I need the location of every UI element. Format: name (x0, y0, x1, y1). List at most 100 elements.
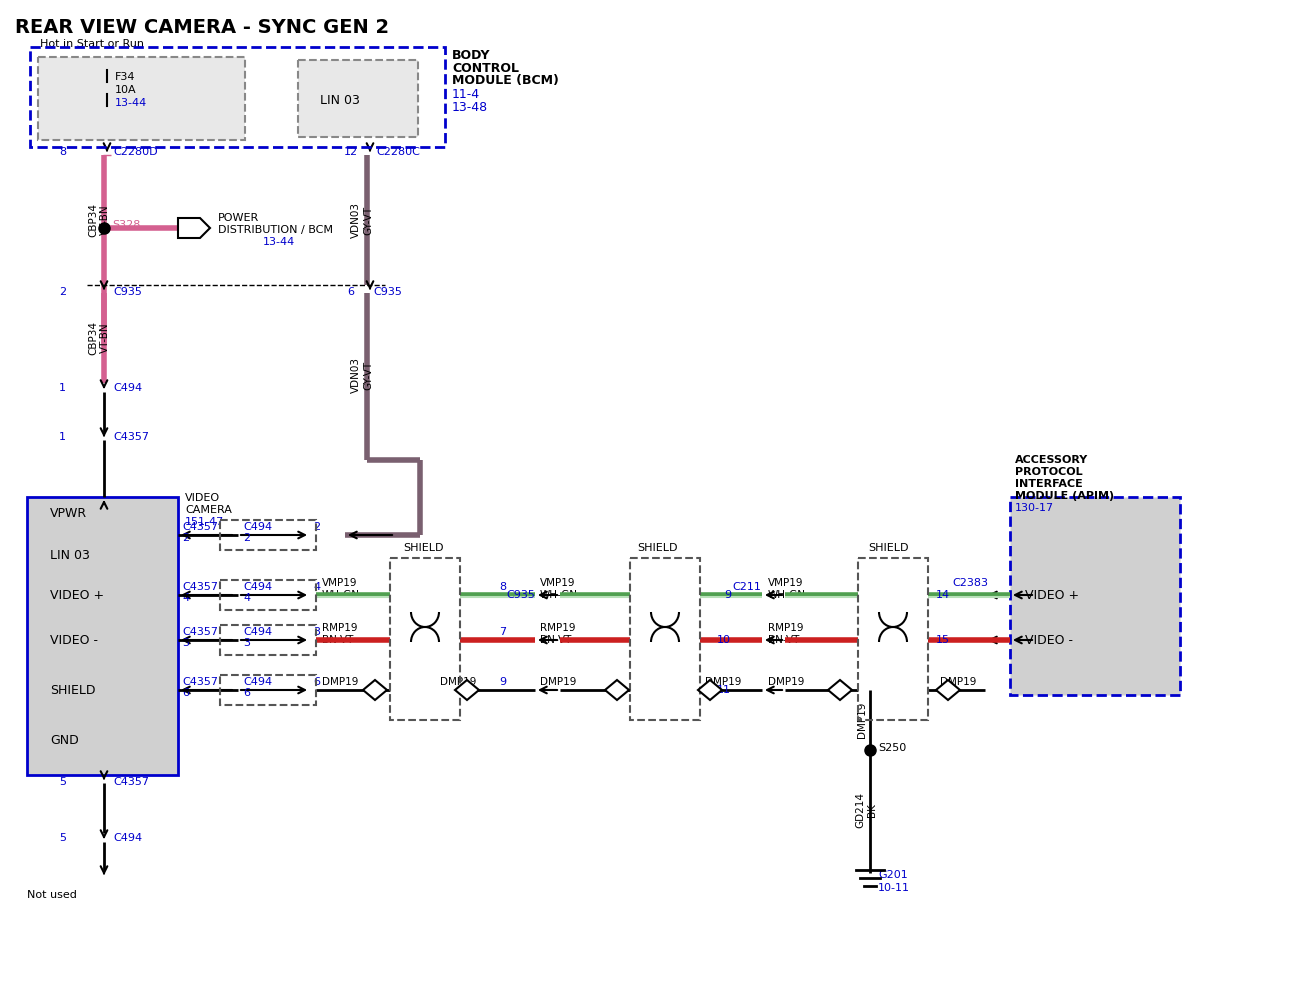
Text: BN-VT: BN-VT (769, 635, 799, 645)
Text: GY-VT: GY-VT (363, 205, 372, 234)
Text: INTERFACE: INTERFACE (1015, 479, 1083, 489)
Text: VIDEO: VIDEO (186, 493, 220, 502)
Polygon shape (828, 680, 851, 700)
Text: F34: F34 (114, 72, 136, 82)
Bar (220, 580, 316, 610)
Text: 4: 4 (313, 582, 320, 592)
Text: REAR VIEW CAMERA - SYNC GEN 2: REAR VIEW CAMERA - SYNC GEN 2 (14, 18, 390, 37)
Text: 8: 8 (499, 582, 505, 592)
Text: C2280C: C2280C (376, 147, 420, 157)
Text: C494: C494 (243, 627, 272, 637)
Text: RMP19: RMP19 (769, 623, 804, 633)
Text: SHIELD: SHIELD (403, 543, 443, 553)
Text: S250: S250 (878, 743, 907, 753)
Text: WH-GN: WH-GN (540, 590, 578, 600)
Bar (858, 558, 928, 720)
Text: VMP19: VMP19 (322, 578, 358, 588)
Text: GND: GND (50, 734, 79, 747)
Text: 2: 2 (59, 287, 66, 297)
Text: 10: 10 (717, 635, 730, 645)
Text: DMP19: DMP19 (857, 701, 867, 739)
Text: 14: 14 (936, 590, 950, 600)
Text: SHIELD: SHIELD (869, 543, 908, 553)
Text: SHIELD: SHIELD (50, 683, 96, 696)
Text: DMP19: DMP19 (440, 677, 476, 687)
Text: 3: 3 (182, 638, 190, 648)
Bar (630, 558, 700, 720)
Text: VIDEO -: VIDEO - (50, 633, 97, 646)
Text: LIN 03: LIN 03 (320, 93, 361, 107)
Text: 9: 9 (724, 590, 730, 600)
Text: 10A: 10A (114, 85, 137, 95)
Text: VIDEO +: VIDEO + (1025, 589, 1079, 602)
Text: Hot in Start or Run: Hot in Start or Run (39, 39, 143, 49)
Text: VPWR: VPWR (50, 507, 87, 520)
Text: CBP34: CBP34 (88, 203, 97, 237)
Text: 6: 6 (313, 677, 320, 687)
Text: DMP19: DMP19 (769, 677, 804, 687)
Text: MODULE (APIM): MODULE (APIM) (1015, 491, 1115, 501)
Text: C2383: C2383 (951, 578, 988, 588)
Text: C494: C494 (243, 677, 272, 687)
Text: C494: C494 (243, 522, 272, 532)
Text: C2280D: C2280D (113, 147, 158, 157)
Text: RMP19: RMP19 (322, 623, 358, 633)
Text: C494: C494 (243, 582, 272, 592)
Text: CONTROL: CONTROL (451, 61, 519, 74)
Text: VT-BN: VT-BN (100, 205, 111, 235)
Bar (220, 625, 316, 655)
Polygon shape (178, 218, 211, 238)
Text: 1: 1 (59, 383, 66, 393)
Text: 2: 2 (182, 533, 190, 543)
Text: 11-4: 11-4 (451, 87, 480, 100)
Text: 7: 7 (499, 627, 505, 637)
Text: 13-48: 13-48 (451, 100, 488, 114)
Text: LIN 03: LIN 03 (50, 549, 89, 562)
Text: 5: 5 (59, 833, 66, 843)
Text: 6: 6 (243, 688, 250, 698)
Text: C4357: C4357 (182, 627, 218, 637)
Text: VDN03: VDN03 (351, 202, 361, 238)
Text: WH-GN: WH-GN (769, 590, 805, 600)
Text: PROTOCOL: PROTOCOL (1015, 467, 1083, 477)
Text: 4: 4 (182, 593, 190, 603)
Text: CBP34: CBP34 (88, 321, 97, 355)
Text: VMP19: VMP19 (540, 578, 575, 588)
Text: MODULE (BCM): MODULE (BCM) (451, 73, 559, 86)
Text: CAMERA: CAMERA (186, 505, 232, 515)
Text: 2: 2 (243, 533, 250, 543)
Text: DISTRIBUTION / BCM: DISTRIBUTION / BCM (218, 225, 333, 235)
Text: 8: 8 (59, 147, 66, 157)
Text: Not used: Not used (28, 890, 76, 900)
Text: VMP19: VMP19 (769, 578, 804, 588)
Text: DMP19: DMP19 (705, 677, 741, 687)
Text: 2: 2 (313, 522, 320, 532)
Text: 5: 5 (59, 777, 66, 787)
Text: 4: 4 (243, 593, 250, 603)
Text: POWER: POWER (218, 213, 259, 223)
Text: SHIELD: SHIELD (637, 543, 678, 553)
Polygon shape (455, 680, 479, 700)
Bar (38, 57, 245, 140)
Text: G201: G201 (878, 870, 908, 880)
Text: DMP19: DMP19 (540, 677, 576, 687)
Polygon shape (363, 680, 387, 700)
Text: 1: 1 (59, 432, 66, 442)
Text: 3: 3 (313, 627, 320, 637)
Text: RMP19: RMP19 (540, 623, 575, 633)
Text: BN-VT: BN-VT (540, 635, 571, 645)
Bar (30, 47, 445, 147)
Text: VIDEO +: VIDEO + (50, 589, 104, 602)
Text: S328: S328 (112, 220, 141, 230)
Text: 151-47: 151-47 (186, 517, 224, 527)
Text: BK: BK (867, 803, 876, 817)
Text: C4357: C4357 (182, 582, 218, 592)
Text: BODY: BODY (451, 48, 491, 61)
Text: 15: 15 (936, 635, 950, 645)
Text: VDN03: VDN03 (351, 357, 361, 393)
Text: VIDEO -: VIDEO - (1025, 633, 1073, 646)
Text: 9: 9 (499, 677, 505, 687)
Bar (220, 520, 316, 550)
Bar (28, 497, 178, 775)
Text: C211: C211 (732, 582, 761, 592)
